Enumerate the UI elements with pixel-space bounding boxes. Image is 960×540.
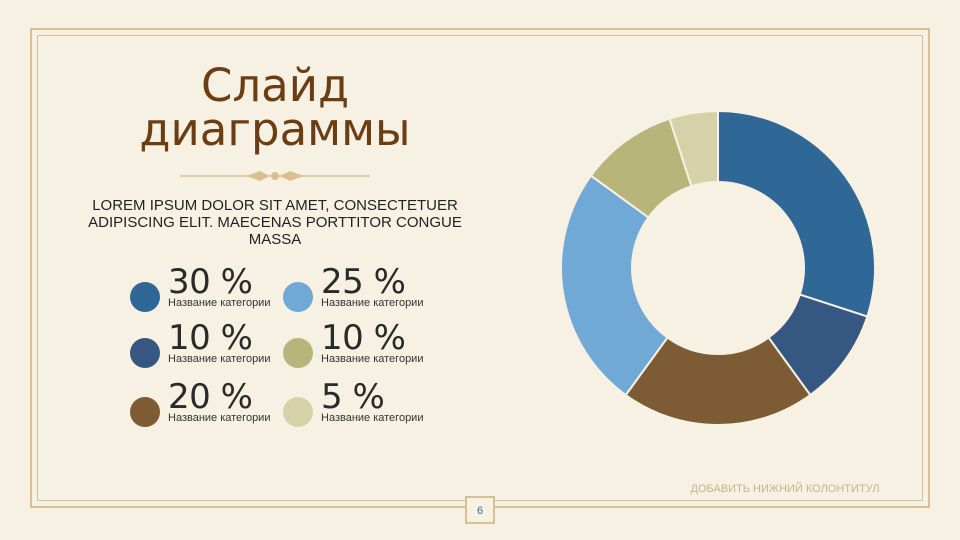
donut-slice-6[interactable] <box>668 109 719 188</box>
legend-label[interactable]: Название категории <box>321 412 424 424</box>
legend-value[interactable]: 5 % <box>321 377 385 417</box>
legend-item: 5 % Название категории <box>283 379 433 429</box>
legend-label[interactable]: Название категории <box>168 412 271 424</box>
donut-slice-4[interactable] <box>560 174 669 397</box>
legend-value[interactable]: 30 % <box>168 262 253 302</box>
legend-item: 10 % Название категории <box>283 320 433 370</box>
donut-slice-1[interactable] <box>717 109 876 318</box>
legend-dot <box>283 282 313 312</box>
legend-item: 20 % Название категории <box>130 379 280 429</box>
legend-label[interactable]: Название категории <box>168 353 271 365</box>
legend-value[interactable]: 10 % <box>321 318 406 358</box>
legend-value[interactable]: 25 % <box>321 262 406 302</box>
legend-dot <box>283 397 313 427</box>
slide-subtitle[interactable]: Lorem ipsum dolor sit amet, consectetuer… <box>88 197 462 248</box>
legend-item: 30 % Название категории <box>130 264 280 314</box>
legend-label[interactable]: Название категории <box>321 353 424 365</box>
donut-slice-3[interactable] <box>624 336 812 426</box>
footer-text[interactable]: Добавить нижний колонтитул <box>690 483 880 495</box>
legend-item: 25 % Название категории <box>283 264 433 314</box>
legend-value[interactable]: 10 % <box>168 318 253 358</box>
legend-label[interactable]: Название категории <box>321 297 424 309</box>
page-number: 6 <box>465 496 495 524</box>
legend-label[interactable]: Название категории <box>168 297 271 309</box>
legend-dot <box>283 338 313 368</box>
ornament-divider-icon <box>180 171 370 181</box>
legend-dot <box>130 338 160 368</box>
legend-value[interactable]: 20 % <box>168 377 253 417</box>
legend-item: 10 % Название категории <box>130 320 280 370</box>
legend-dot <box>130 397 160 427</box>
legend-dot <box>130 282 160 312</box>
donut-chart[interactable] <box>555 105 881 431</box>
slide-title[interactable]: Слайд диаграммы <box>139 59 411 156</box>
